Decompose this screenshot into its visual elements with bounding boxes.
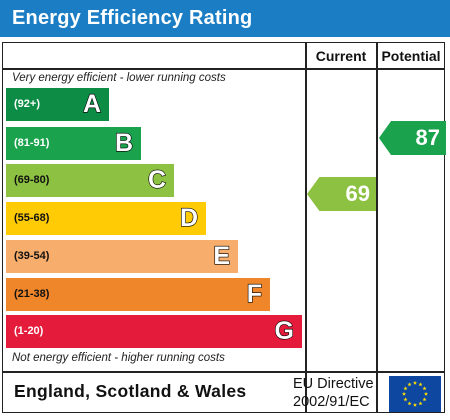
eu-star-icon <box>422 397 427 402</box>
rating-band-c: (69-80) C <box>6 164 174 197</box>
column-divider-potential <box>376 43 378 412</box>
current-column-header: Current <box>315 48 367 64</box>
current-rating-value: 69 <box>345 181 370 206</box>
band-letter: C <box>147 165 166 194</box>
band-letter: A <box>82 89 101 118</box>
band-range-label: (92+) <box>14 98 40 110</box>
band-letter: F <box>246 279 263 308</box>
top-note: Very energy efficient - lower running co… <box>12 72 226 84</box>
eu-star-icon <box>407 401 412 406</box>
eu-star-icon <box>418 401 423 406</box>
potential-rating-arrow: 87 <box>379 121 446 155</box>
eu-star-icon <box>422 386 427 391</box>
current-rating-arrow: 69 <box>307 177 376 211</box>
band-range-label: (21-38) <box>14 288 50 300</box>
band-letter: D <box>179 203 198 232</box>
eu-star-icon <box>407 382 412 387</box>
eu-star-icon <box>423 391 429 396</box>
rating-band-d: (55-68) D <box>6 202 206 235</box>
eu-star-icon <box>403 386 408 391</box>
rating-band-g: (1-20) G <box>6 315 302 348</box>
eu-star-icon <box>418 382 423 387</box>
column-divider-current <box>305 43 307 412</box>
band-range-label: (39-54) <box>14 250 50 262</box>
band-range-label: (1-20) <box>14 325 44 337</box>
rating-band-e: (39-54) E <box>6 240 238 273</box>
band-letter: B <box>114 128 133 157</box>
eu-flag-icon <box>389 376 441 412</box>
rating-band-b: (81-91) B <box>6 127 141 160</box>
eu-directive: EU Directive 2002/91/EC <box>293 375 374 411</box>
potential-column-header: Potential <box>381 48 441 64</box>
band-range-label: (69-80) <box>14 174 50 186</box>
page-title: Energy Efficiency Rating <box>12 7 253 29</box>
band-range-label: (81-91) <box>14 137 50 149</box>
potential-rating-value: 87 <box>415 125 440 150</box>
eu-star-icon <box>412 402 418 407</box>
region-label: England, Scotland & Wales <box>14 381 247 401</box>
header-divider <box>3 68 444 70</box>
eu-star-icon <box>401 391 407 396</box>
eu-star-icon <box>403 397 408 402</box>
rating-band-f: (21-38) F <box>6 278 270 311</box>
bottom-note: Not energy efficient - higher running co… <box>12 352 225 364</box>
directive-line-1: EU Directive <box>293 376 374 392</box>
eu-star-icon <box>412 380 418 385</box>
title-bar: Energy Efficiency Rating <box>0 0 450 37</box>
band-range-label: (55-68) <box>14 212 50 224</box>
directive-line-2: 2002/91/EC <box>293 394 370 410</box>
band-letter: G <box>274 316 295 345</box>
rating-table: Current Potential Very energy efficient … <box>2 42 446 413</box>
footer-divider <box>3 371 444 373</box>
band-letter: E <box>213 241 231 270</box>
rating-band-a: (92+) A <box>6 88 109 121</box>
